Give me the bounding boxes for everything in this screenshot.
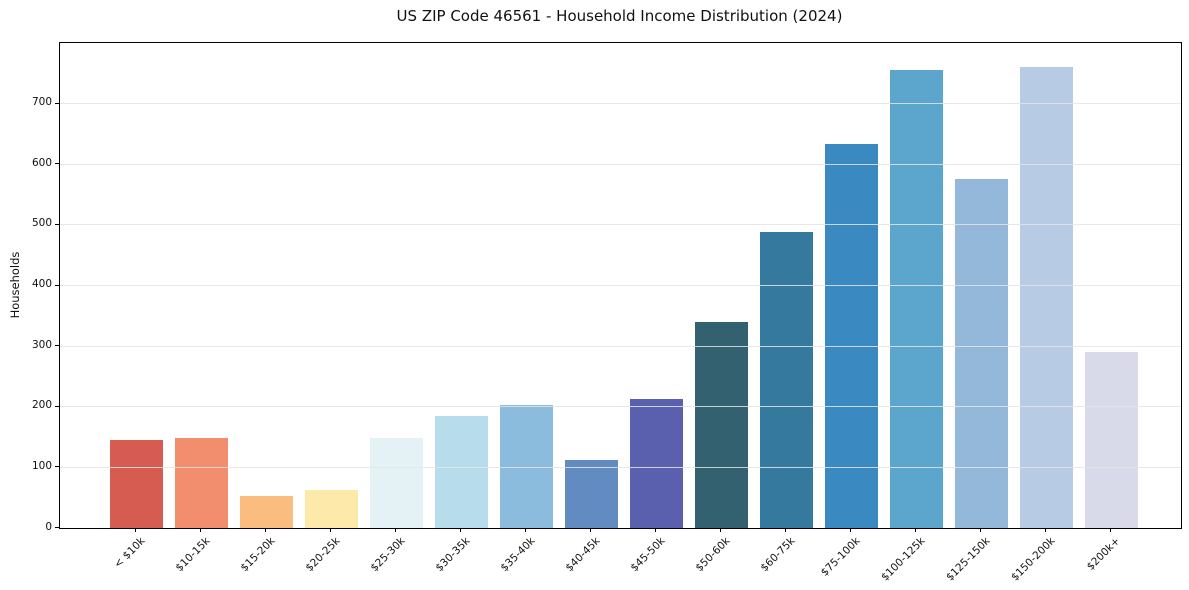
bar-$60-75k (759, 231, 813, 528)
x-tick-mark (1045, 528, 1046, 532)
x-tick-mark (590, 528, 591, 532)
y-tick-label: 700 (31, 96, 52, 109)
x-tick-mark (720, 528, 721, 532)
y-tick-mark (55, 102, 59, 104)
x-tick-mark (1110, 528, 1111, 532)
bar-$40-45k (564, 460, 618, 528)
x-tick-mark (135, 528, 136, 532)
bar-$25-30k (369, 438, 423, 528)
x-tick-mark (460, 528, 461, 532)
gridline-200 (60, 406, 1181, 408)
gridline-400 (60, 285, 1181, 286)
y-tick-mark (55, 466, 59, 468)
y-tick-mark (55, 527, 59, 528)
gridline-500 (60, 224, 1181, 226)
bar-$30-35k (434, 416, 488, 528)
bar-$10-15k (174, 438, 228, 528)
bar-< $10k (109, 440, 163, 528)
y-tick-label: 600 (31, 156, 52, 169)
y-tick-mark (55, 345, 59, 347)
bar-$35-40k (499, 404, 553, 528)
chart-title: US ZIP Code 46561 - Household Income Dis… (396, 7, 843, 25)
x-tick-mark (525, 528, 526, 532)
y-tick-mark (55, 223, 59, 225)
x-tick-mark (395, 528, 396, 532)
gridline-700 (60, 103, 1181, 105)
x-tick-mark (850, 528, 851, 532)
plot-area (59, 42, 1182, 529)
y-tick-label: 300 (31, 338, 52, 351)
x-tick-mark (200, 528, 201, 532)
y-tick-mark (55, 284, 59, 286)
x-tick-mark (265, 528, 266, 532)
bar-$150-200k (1019, 67, 1073, 528)
y-tick-label: 100 (31, 459, 52, 472)
x-tick-mark (330, 528, 331, 532)
y-tick-label: 0 (45, 520, 52, 533)
y-tick-label: 500 (31, 217, 52, 230)
gridline-300 (60, 345, 1181, 347)
bar-$20-25k (304, 489, 358, 528)
gridline-100 (60, 466, 1181, 468)
bar-$50-60k (694, 321, 748, 528)
y-tick-mark (55, 163, 59, 165)
bar-$125-150k (954, 178, 1008, 528)
x-tick-mark (915, 528, 916, 532)
x-tick-label: < $10k (111, 535, 148, 571)
bar-$100-125k (889, 70, 943, 528)
x-tick-mark (655, 528, 656, 532)
bar-$15-20k (239, 495, 293, 528)
bar-$45-50k (629, 398, 683, 528)
y-tick-label: 400 (31, 278, 52, 290)
bar-$200k+ (1084, 352, 1138, 528)
y-tick-label: 200 (31, 399, 52, 412)
x-tick-mark (785, 528, 786, 532)
gridline-600 (60, 163, 1181, 165)
bar-$75-100k (824, 143, 878, 528)
y-tick-mark (55, 405, 59, 407)
x-tick-mark (980, 528, 981, 532)
